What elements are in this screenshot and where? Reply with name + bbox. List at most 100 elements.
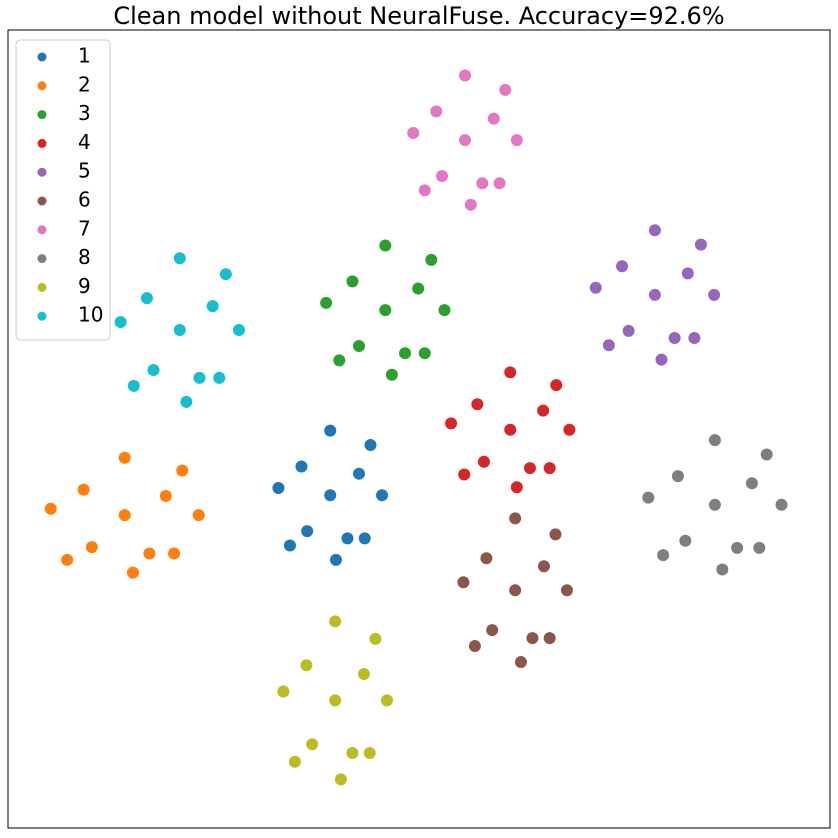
point (589, 281, 602, 294)
point (418, 347, 431, 360)
legend-marker (37, 196, 47, 206)
point (642, 491, 655, 504)
chart-title: Clean model without NeuralFuse. Accuracy… (113, 2, 724, 30)
point (320, 296, 333, 309)
point (352, 467, 365, 480)
point (127, 379, 140, 392)
point (509, 584, 522, 597)
point (363, 746, 376, 759)
point (376, 489, 389, 502)
point (334, 773, 347, 786)
point (114, 316, 127, 329)
point (694, 238, 707, 251)
point (459, 134, 472, 147)
point (192, 509, 205, 522)
point (514, 656, 527, 669)
points (44, 69, 788, 786)
point (61, 553, 74, 566)
point (126, 566, 139, 579)
point (526, 632, 539, 645)
point (206, 300, 219, 313)
point (464, 198, 477, 211)
point (295, 460, 308, 473)
point (459, 69, 472, 82)
point (657, 549, 670, 562)
legend-label: 8 (78, 245, 91, 269)
point (176, 464, 189, 477)
point (430, 105, 443, 118)
legend-marker (37, 225, 47, 235)
point (352, 340, 365, 353)
point (468, 640, 481, 653)
point (288, 755, 301, 768)
point (486, 624, 499, 637)
point (775, 498, 788, 511)
point (399, 347, 412, 360)
legend-label: 7 (78, 216, 91, 240)
point (333, 354, 346, 367)
legend-label: 2 (78, 72, 91, 96)
legend-marker (37, 311, 47, 321)
point (622, 324, 635, 337)
point (168, 547, 181, 560)
point (44, 502, 57, 515)
point (671, 470, 684, 483)
point (306, 738, 319, 751)
legend-marker (37, 81, 47, 91)
point (346, 746, 359, 759)
point (140, 292, 153, 305)
point (180, 395, 193, 408)
point (438, 304, 451, 317)
point (537, 560, 550, 573)
point (523, 462, 536, 475)
point (708, 498, 721, 511)
point (668, 332, 681, 345)
legend-label: 4 (78, 130, 91, 154)
point (173, 252, 186, 265)
point (480, 552, 493, 565)
point (550, 379, 563, 392)
point (543, 462, 556, 475)
point (648, 288, 661, 301)
plot-frame (7, 29, 831, 829)
point (358, 532, 371, 545)
point (385, 368, 398, 381)
point (147, 363, 160, 376)
point (509, 512, 522, 525)
point (324, 489, 337, 502)
legend-label: 3 (78, 101, 91, 125)
point (329, 615, 342, 628)
point (364, 438, 377, 451)
point (493, 177, 506, 190)
legend-label: 5 (78, 159, 91, 183)
point (193, 371, 206, 384)
point (357, 667, 370, 680)
point (346, 275, 359, 288)
point (283, 539, 296, 552)
point (708, 288, 721, 301)
point (458, 468, 471, 481)
point (688, 332, 701, 345)
point (602, 339, 615, 352)
point (543, 632, 556, 645)
point (407, 126, 420, 139)
point (418, 184, 431, 197)
point (369, 632, 382, 645)
point (560, 584, 573, 597)
point (708, 434, 721, 447)
point (504, 366, 517, 379)
point (77, 483, 90, 496)
legend-marker (37, 167, 47, 177)
point (329, 694, 342, 707)
point (616, 260, 629, 273)
point (329, 553, 342, 566)
point (412, 282, 425, 295)
point (499, 83, 512, 96)
point (277, 685, 290, 698)
point (159, 490, 172, 503)
point (457, 576, 470, 589)
point (425, 253, 438, 266)
legend: 1 2 3 4 5 6 7 8 9 10 (15, 39, 111, 341)
point (300, 659, 313, 672)
